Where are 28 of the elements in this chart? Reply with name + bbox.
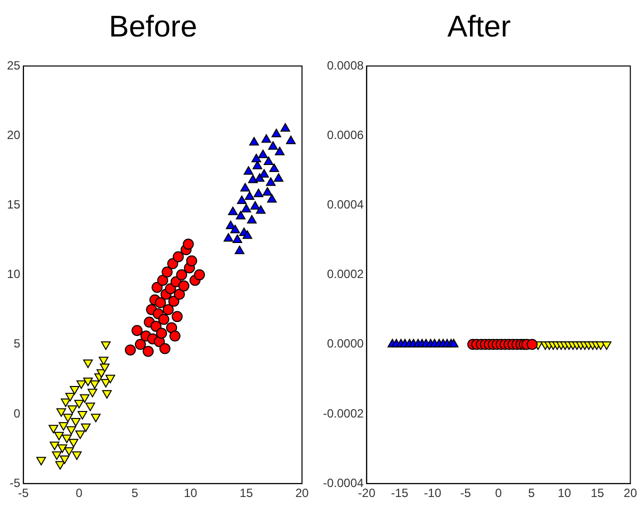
chart-title: Before [108, 10, 198, 44]
x-tick-label: 15 [590, 486, 604, 500]
x-tick-label: 10 [184, 486, 198, 500]
y-tick-label: 0.0006 [326, 128, 364, 142]
y-tick-label: 20 [6, 128, 21, 142]
x-tick-label: 10 [558, 486, 572, 500]
x-tick-label: -15 [390, 486, 409, 500]
y-tick-label: -0.0002 [322, 406, 364, 420]
y-tick-label: 0.0008 [326, 58, 364, 72]
x-tick-label: 5 [131, 486, 138, 500]
y-tick-label: 5 [14, 336, 21, 351]
y-tick-label: -5 [10, 476, 21, 490]
y-tick-label: 25 [6, 58, 21, 72]
x-tick-label: -10 [424, 486, 442, 500]
y-tick-label: 0.0000 [326, 336, 364, 351]
x-tick-label: 0 [495, 486, 502, 500]
x-tick-label: -5 [460, 486, 472, 500]
y-tick-label: 15 [6, 198, 21, 212]
x-tick-label: 15 [240, 486, 254, 500]
y-tick-label: 10 [6, 267, 21, 282]
chart-title: After [447, 10, 511, 44]
y-tick-label: 0.0004 [326, 198, 364, 212]
y-tick-label: 0 [14, 406, 21, 420]
x-tick-label: 20 [295, 486, 309, 500]
y-tick-label: 0.0002 [326, 267, 364, 282]
x-tick-label: 20 [624, 486, 638, 500]
x-tick-label: 5 [528, 486, 536, 500]
x-tick-label: 0 [76, 486, 83, 500]
